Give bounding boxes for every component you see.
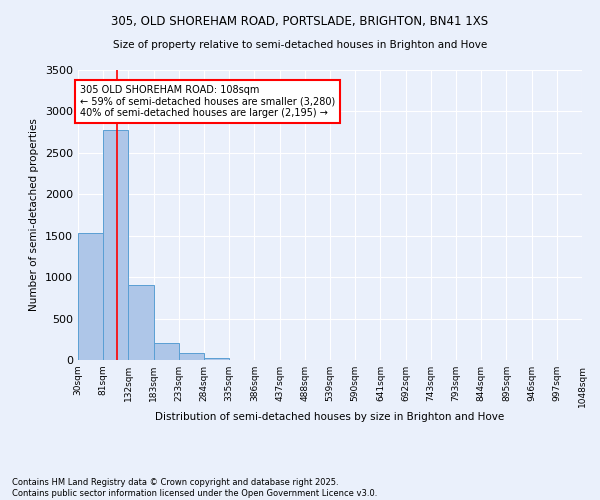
Bar: [154, 342, 179, 360]
Text: Size of property relative to semi-detached houses in Brighton and Hove: Size of property relative to semi-detach…: [113, 40, 487, 50]
Bar: [78, 233, 103, 360]
Text: 305 OLD SHOREHAM ROAD: 108sqm
← 59% of semi-detached houses are smaller (3,280)
: 305 OLD SHOREHAM ROAD: 108sqm ← 59% of s…: [80, 85, 335, 118]
Bar: [103, 130, 128, 360]
Bar: [204, 358, 229, 360]
Bar: [179, 354, 204, 360]
Bar: [128, 284, 154, 360]
Text: 305, OLD SHOREHAM ROAD, PORTSLADE, BRIGHTON, BN41 1XS: 305, OLD SHOREHAM ROAD, PORTSLADE, BRIGH…: [112, 15, 488, 28]
Y-axis label: Number of semi-detached properties: Number of semi-detached properties: [29, 118, 40, 312]
X-axis label: Distribution of semi-detached houses by size in Brighton and Hove: Distribution of semi-detached houses by …: [155, 412, 505, 422]
Text: Contains HM Land Registry data © Crown copyright and database right 2025.
Contai: Contains HM Land Registry data © Crown c…: [12, 478, 377, 498]
